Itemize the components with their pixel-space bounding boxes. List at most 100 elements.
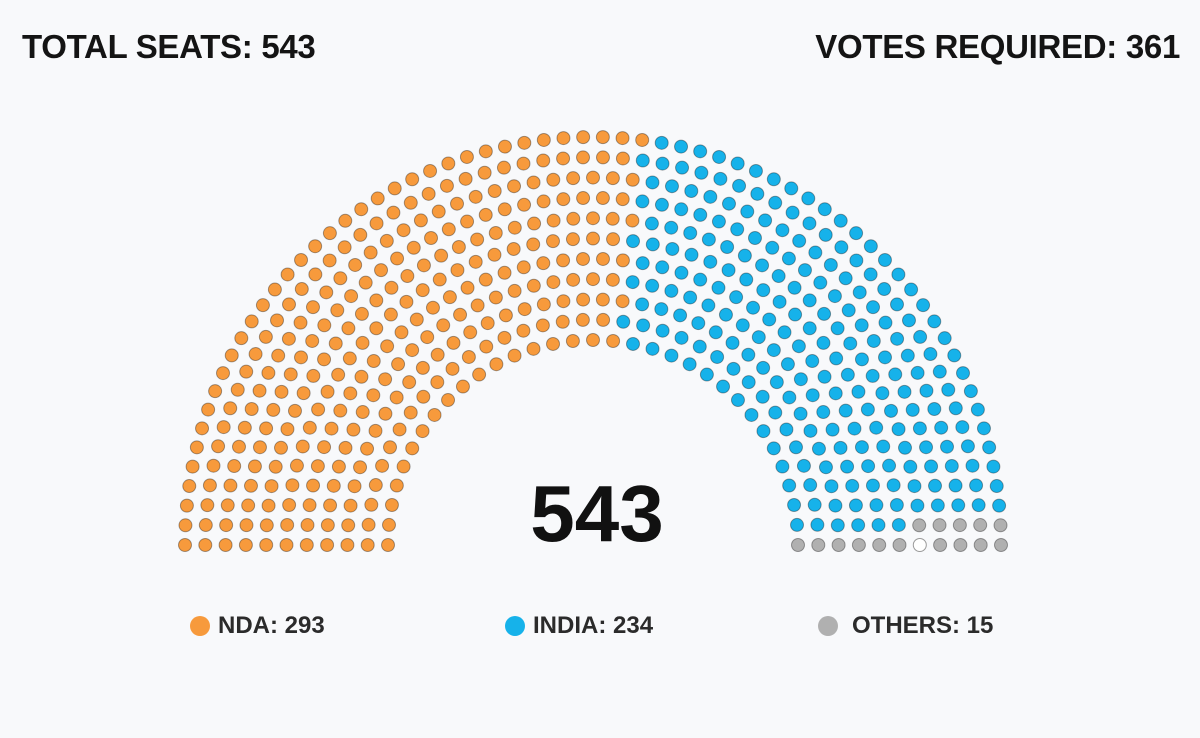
seat-india [955,420,970,435]
seat-india [645,175,660,190]
seat-nda [354,202,369,217]
seat-others [973,518,988,533]
seat-nda [355,335,370,350]
seat-india [711,214,726,229]
seat-nda [247,459,262,474]
seat-nda [234,331,249,346]
seat-india [866,333,881,348]
seat-india [768,405,783,420]
seat-nda [326,478,341,493]
seat-india [775,223,790,238]
seat-nda [266,402,281,417]
seat-india [877,253,892,268]
seat-nda [478,272,493,287]
seat-nda [535,318,550,333]
legend-label-others: OTHERS: 15 [852,612,994,639]
seat-nda [586,333,600,347]
seat-india [971,498,986,513]
seat-india [792,233,807,248]
seat-nda [453,307,468,322]
seat-nda [595,292,610,307]
seat-nda [189,440,204,455]
seat-nda [546,275,561,290]
seat-india [889,497,904,512]
legend-item-others: OTHERS: 15 [818,612,993,640]
seat-nda [479,339,494,354]
seat-india [740,204,755,219]
legend-label-india: INDIA: 234 [533,612,654,639]
seat-india [848,498,863,513]
seat-india [693,207,708,222]
seat-india [886,478,901,493]
seat-india [684,247,699,262]
seat-nda [460,214,475,229]
seat-india [758,213,773,228]
seat-india [970,402,985,417]
seat-india [765,240,780,255]
seat-india [781,251,796,266]
seat-nda [331,367,346,382]
seat-nda [285,478,300,493]
seat-india [654,302,669,317]
seat-nda [576,150,591,165]
seat-nda [517,302,532,317]
seat-india [635,194,650,209]
seat-nda [237,420,252,435]
seat-nda [311,402,326,417]
seat-india [750,186,765,201]
seat-others [831,538,846,552]
seat-nda [545,234,560,249]
seat-nda [368,478,383,493]
seat-nda [516,156,531,171]
seat-nda [252,440,267,455]
seat-india [824,479,839,494]
seat-nda [468,189,483,204]
seat-india [817,369,832,384]
seat-india [860,402,875,417]
seat-nda [211,439,226,454]
seat-nda [337,240,352,255]
seat-india [818,460,833,475]
seat-nda [536,153,551,168]
seat-nda [220,498,235,513]
seat-india [692,339,707,354]
seat-india [644,216,659,231]
seat-india [803,478,818,493]
seat-india [785,205,800,220]
seat-india [788,307,803,322]
seat-nda [403,405,418,420]
seat-india [768,195,783,210]
seat-india [863,239,878,254]
seat-india [636,318,651,333]
seat-india [854,352,869,367]
seat-nda [586,170,600,185]
seat-india [655,260,670,275]
seat-india [655,323,670,338]
seat-india [788,440,803,455]
seat-india [741,375,756,390]
seat-nda [416,389,431,404]
votes-required-heading: VOTES REQUIRED: 361 [815,28,1180,65]
seat-india [852,285,867,300]
seat-india [932,364,947,379]
seat-india [802,321,817,336]
seat-india [861,459,876,474]
seat-nda [379,233,394,248]
seat-nda [279,538,294,552]
seat-india [919,383,934,398]
seat-nda [434,248,449,263]
seat-nda [450,263,465,278]
seat-india [703,254,718,269]
seat-nda [306,478,321,493]
seat-india [793,372,808,387]
seat-india [791,339,806,354]
seat-nda [282,497,297,512]
seat-india [654,197,669,212]
seat-nda [305,300,320,315]
seat-nda [223,401,238,416]
seat-nda [317,352,332,367]
seat-nda [496,160,511,175]
seat-india [673,308,688,323]
seat-india [775,459,790,474]
seat-nda [381,538,395,552]
